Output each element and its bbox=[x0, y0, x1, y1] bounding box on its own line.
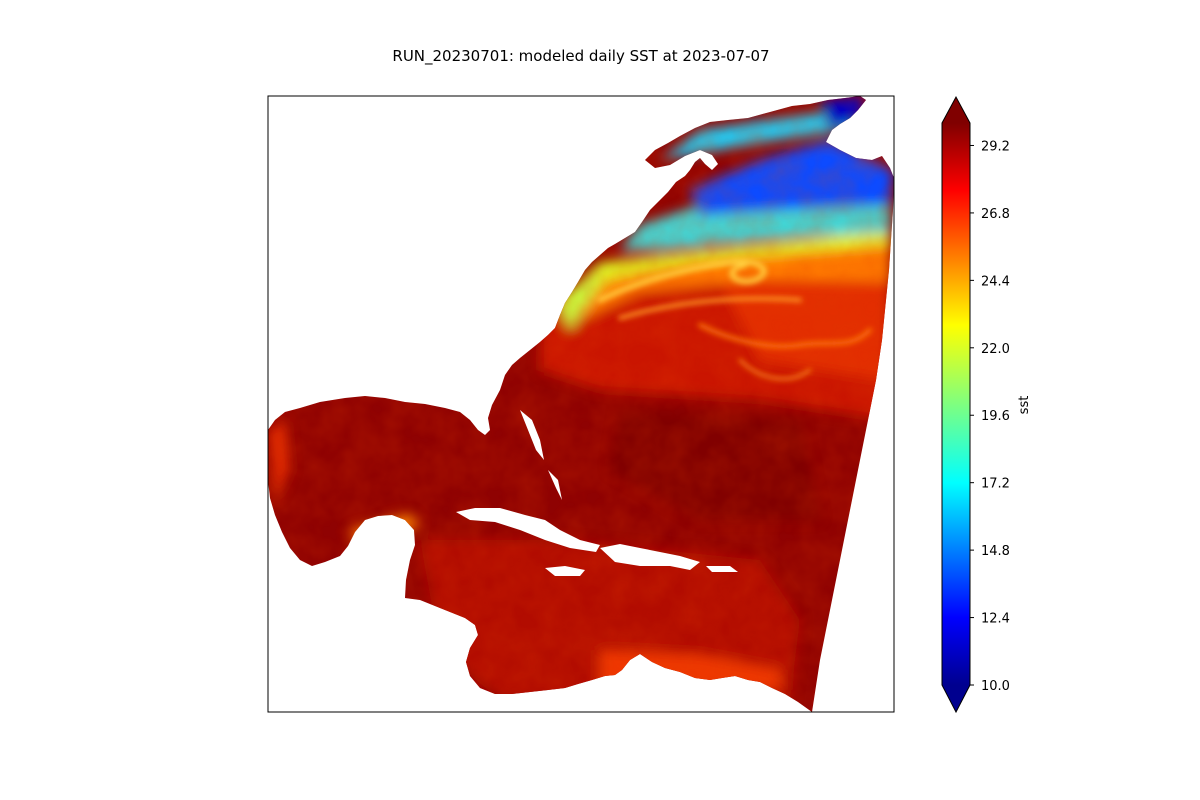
chart-title: RUN_20230701: modeled daily SST at 2023-… bbox=[392, 47, 769, 66]
colorbar-extend-min bbox=[942, 685, 970, 712]
gulf-stream-meanders bbox=[597, 258, 872, 381]
colorbar-tick-label: 19.6 bbox=[981, 409, 1010, 424]
colorbar-gradient bbox=[942, 123, 970, 685]
colorbar-tick-label: 14.8 bbox=[981, 544, 1010, 559]
eddy-texture bbox=[268, 96, 894, 712]
island-cutouts bbox=[456, 410, 738, 576]
colorbar-ticks: 10.0 12.4 14.8 17.2 19.6 22.0 24.4 26.8 29.2 bbox=[970, 139, 1010, 694]
colorbar-tick-label: 17.2 bbox=[981, 477, 1010, 492]
colorbar-tick-label: 22.0 bbox=[981, 342, 1010, 357]
colorbar-tick-label: 10.0 bbox=[981, 679, 1010, 694]
colorbar-label: sst bbox=[1017, 396, 1032, 415]
colorbar-tick-label: 26.8 bbox=[981, 207, 1010, 222]
colorbar-tick-label: 24.4 bbox=[981, 274, 1010, 289]
colorbar-extend-max bbox=[942, 97, 970, 123]
map-panel bbox=[267, 95, 895, 713]
colorbar-tick-label: 29.2 bbox=[981, 139, 1010, 154]
map-frame bbox=[267, 95, 895, 713]
colorbar-tick-label: 12.4 bbox=[981, 612, 1010, 627]
colorbar: 10.0 12.4 14.8 17.2 19.6 22.0 24.4 26.8 29.2 sst bbox=[941, 95, 1032, 714]
